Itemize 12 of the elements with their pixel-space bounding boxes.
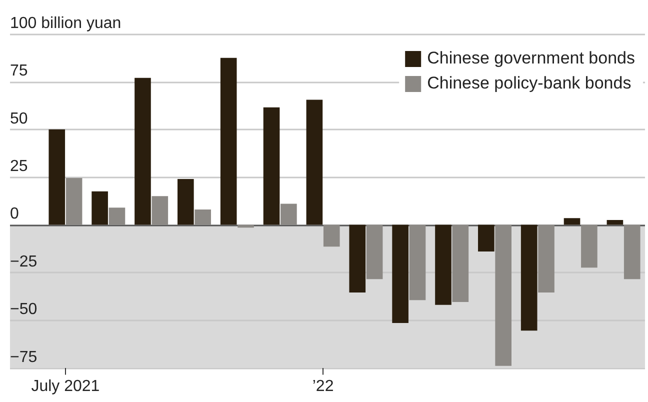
y-tick-label: 100 billion yuan bbox=[10, 15, 122, 32]
x-tick-label: July 2021 bbox=[31, 378, 100, 395]
y-tick-label: 50 bbox=[10, 110, 28, 128]
y-tick-label: 25 bbox=[10, 158, 28, 176]
y-tick-label: 75 bbox=[10, 62, 28, 80]
legend-label: Chinese policy-bank bonds bbox=[427, 74, 632, 93]
y-tick-label: −50 bbox=[10, 301, 38, 318]
y-tick-label: −75 bbox=[10, 348, 38, 366]
legend-label: Chinese government bonds bbox=[427, 48, 636, 68]
x-tick-label: ’22 bbox=[312, 378, 334, 395]
y-tick-label: 0 bbox=[10, 206, 19, 223]
y-tick-label: −25 bbox=[10, 253, 38, 270]
